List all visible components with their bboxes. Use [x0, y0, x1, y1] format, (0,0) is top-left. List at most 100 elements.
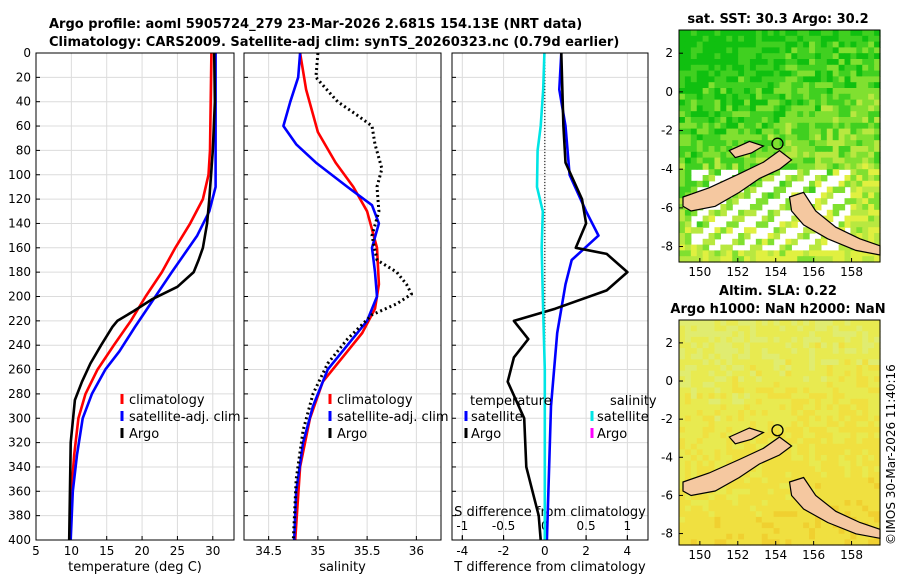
sla-cell	[684, 494, 692, 501]
sla-cell	[862, 426, 869, 434]
sst-cell	[702, 88, 710, 95]
x2-tick-label: -1	[456, 519, 468, 533]
sla-cell	[826, 500, 834, 507]
sst-cell	[826, 209, 834, 217]
sst-cell	[755, 244, 763, 251]
sst-cell	[850, 175, 857, 182]
sst-lon-label: 154	[764, 265, 787, 279]
sst-cell	[708, 175, 716, 182]
sst-cell	[797, 99, 804, 106]
sla-cell	[773, 370, 781, 377]
sst-cell	[767, 82, 775, 89]
sst-cell	[684, 76, 692, 83]
sla-cell	[820, 455, 828, 462]
sla-cell	[690, 449, 698, 456]
sla-cell	[702, 426, 710, 434]
sst-cell	[862, 198, 869, 205]
sst-cell	[856, 175, 863, 182]
sst-cell	[767, 59, 775, 66]
sla-cell	[714, 393, 721, 400]
sst-cell	[767, 70, 775, 77]
sla-cell	[832, 488, 840, 495]
sst-cell	[868, 233, 875, 240]
sst-cell	[679, 198, 686, 205]
sst-cell	[850, 134, 857, 141]
sla-cell	[797, 522, 804, 529]
x2-tick-label: 0.5	[577, 519, 596, 533]
sla-cell	[755, 494, 763, 501]
sla-cell	[803, 426, 810, 434]
sla-cell	[720, 522, 727, 529]
sla-cell	[779, 336, 787, 344]
sst-cell	[850, 169, 857, 176]
sst-cell	[755, 134, 763, 141]
sla-cell	[838, 421, 846, 428]
sst-cell	[749, 250, 757, 257]
sla-cell	[714, 365, 721, 372]
sst-cell	[820, 47, 828, 54]
sla-cell	[690, 426, 698, 434]
sst-cell	[820, 30, 828, 37]
sla-cell	[690, 320, 698, 327]
sla-cell	[744, 342, 751, 349]
sst-cell	[732, 134, 739, 141]
sst-cell	[832, 250, 840, 257]
sst-cell	[684, 128, 692, 135]
sst-cell	[868, 64, 875, 72]
sla-cell	[714, 516, 721, 524]
sst-cell	[868, 76, 875, 83]
sla-cell	[803, 348, 810, 355]
sst-cell	[726, 250, 733, 257]
sst-cell	[744, 209, 751, 217]
sst-cell	[809, 122, 816, 130]
sla-cell	[838, 353, 846, 360]
sst-cell	[767, 35, 775, 43]
sla-cell	[844, 432, 852, 439]
sst-argo-marker	[771, 137, 784, 150]
sla-cell	[832, 455, 840, 462]
sst-cell	[814, 99, 822, 106]
sst-cell	[785, 256, 792, 263]
sst-cell	[785, 59, 792, 66]
sst-cell	[755, 82, 763, 89]
sla-cell	[832, 381, 840, 389]
sst-cell	[761, 198, 769, 205]
sla-cell	[744, 331, 751, 338]
sla-cell	[820, 336, 828, 344]
sla-cell	[803, 421, 810, 428]
sst-cell	[708, 111, 716, 118]
sst-cell	[696, 59, 704, 66]
sst-cell	[814, 238, 822, 246]
sst-cell	[862, 233, 869, 240]
sst-cell	[779, 227, 787, 234]
sst-cell	[856, 35, 863, 43]
sla-cell	[868, 381, 875, 389]
sla-cell	[738, 336, 745, 344]
sst-cell	[868, 157, 875, 164]
diff-legend-label: Argo	[597, 427, 627, 442]
sla-cell	[714, 500, 721, 507]
sla-cell	[832, 528, 840, 535]
sst-cell	[844, 250, 852, 257]
sst-cell	[684, 93, 692, 101]
sla-cell	[726, 421, 733, 428]
sst-cell	[862, 163, 869, 170]
sla-cell	[744, 410, 751, 417]
sla-cell	[844, 443, 852, 450]
sla-cell	[732, 522, 739, 529]
sst-cell	[714, 163, 721, 170]
sst-cell	[850, 88, 857, 95]
sst-cell	[791, 238, 798, 246]
sst-cell	[714, 30, 721, 37]
sla-cell	[702, 522, 710, 529]
sla-cell	[708, 353, 716, 360]
sla-cell	[785, 522, 792, 529]
sla-cell	[856, 393, 863, 400]
sst-cell	[761, 151, 769, 159]
sla-cell	[785, 342, 792, 349]
sla-cell	[779, 381, 787, 389]
sla-argo-marker	[771, 424, 784, 437]
sla-cell	[702, 348, 710, 355]
sst-cell	[862, 59, 869, 66]
